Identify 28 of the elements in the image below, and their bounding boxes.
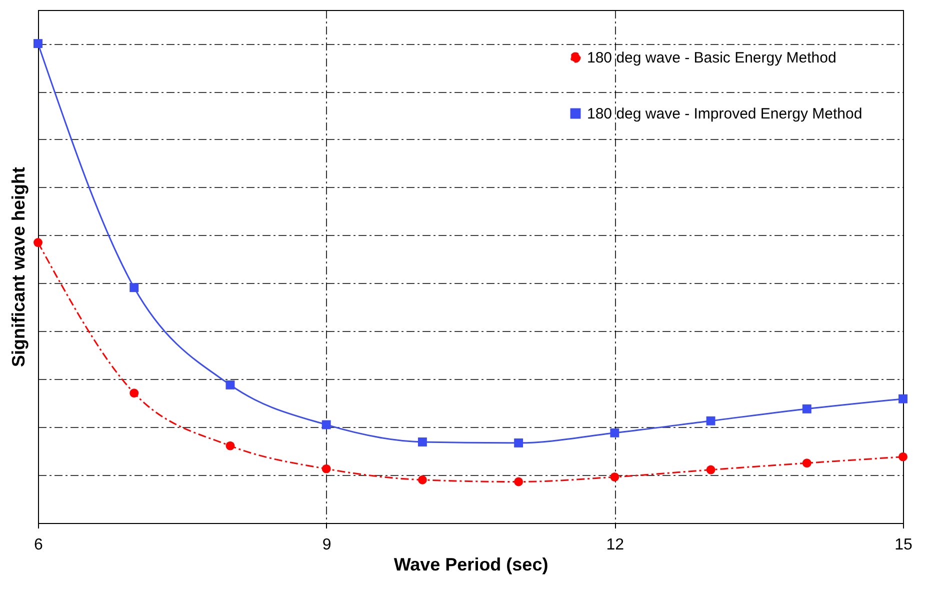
point (130, 388, 139, 398)
point (898, 394, 908, 404)
point (706, 416, 716, 426)
y-axis-title: Significant wave height (8, 166, 28, 368)
point (418, 475, 427, 484)
x-tick-label: 15 (894, 536, 912, 554)
point (130, 283, 139, 292)
point (706, 465, 716, 474)
point (514, 438, 524, 448)
point (34, 39, 42, 48)
point (610, 472, 620, 482)
point (322, 420, 331, 430)
point (802, 458, 812, 468)
legend-label: 180 deg wave - Basic Energy Method (587, 50, 836, 66)
point (226, 380, 235, 390)
point (802, 404, 812, 414)
x-tick-label: 9 (322, 536, 332, 554)
point (418, 438, 427, 446)
x-tick-label: 12 (606, 536, 624, 554)
x-axis-title: Wave Period (sec) (394, 554, 548, 574)
x-tick-label: 6 (34, 536, 44, 554)
point (226, 441, 235, 450)
point (514, 477, 524, 486)
point (322, 464, 331, 474)
point (898, 452, 908, 462)
point (34, 238, 42, 247)
legend-label: 180 deg wave - Improved Energy Method (587, 106, 862, 122)
point (610, 428, 620, 438)
